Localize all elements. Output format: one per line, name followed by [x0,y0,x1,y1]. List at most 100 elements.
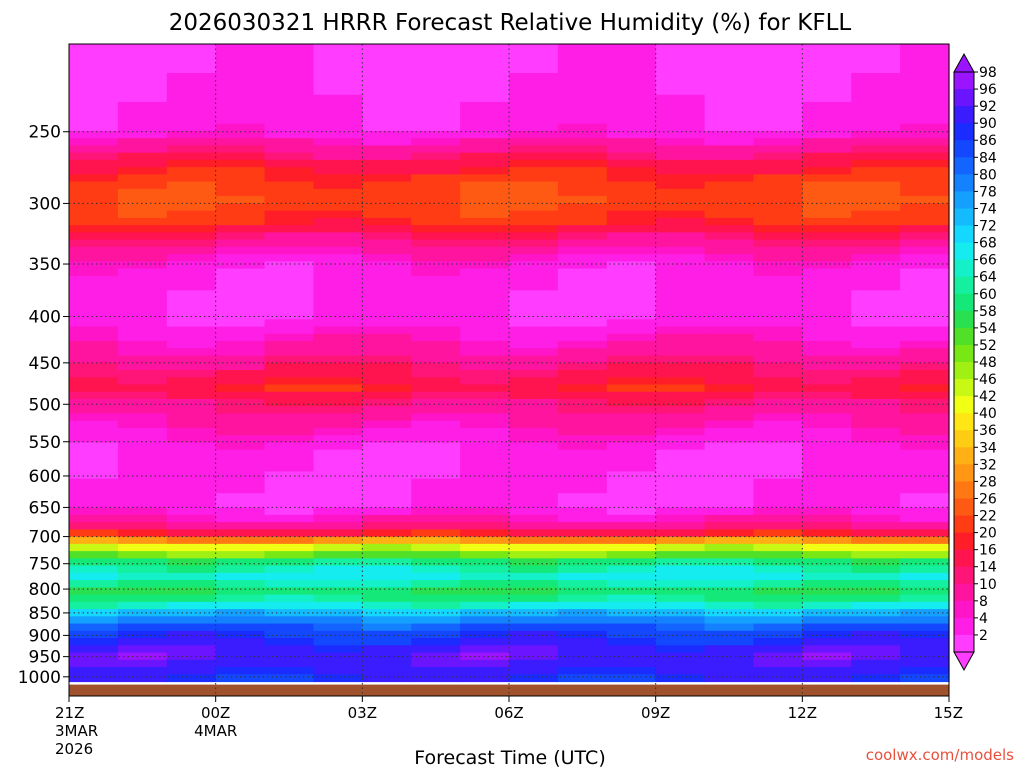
heatmap-cell [753,384,803,393]
heatmap-cell [802,674,852,683]
heatmap-cell [264,348,315,357]
heatmap-cell [704,427,755,436]
heatmap-cell [900,348,950,357]
heatmap-cell [264,456,315,465]
heatmap-cell [313,72,363,81]
heatmap-cell [460,188,510,197]
y-axis: 2503003504004505005506006507007508008509… [18,123,69,688]
heatmap-cell [802,217,852,226]
heatmap-cell [264,319,315,328]
heatmap-cell [557,667,608,675]
heatmap-cell [802,94,852,103]
heatmap-cell [557,116,608,125]
heatmap-cell [264,145,315,154]
heatmap-cell [362,659,412,668]
y-tick-label: 1000 [18,668,61,688]
heatmap-cell [411,514,461,523]
colorbar-label: 84 [979,150,997,166]
heatmap-cell [215,565,266,574]
heatmap-cell [313,312,363,320]
heatmap-cell [411,420,461,429]
heatmap-cell [509,58,559,67]
heatmap-cell [264,167,315,175]
heatmap-cell [166,551,217,559]
colorbar-top-arrow [953,52,975,73]
heatmap-cell [704,420,755,429]
heatmap-cell [509,72,559,81]
heatmap-cell [166,391,217,400]
heatmap-cell [117,362,168,371]
heatmap-cell [557,638,608,646]
heatmap-cell [215,290,266,299]
heatmap-cell [655,435,706,444]
heatmap-cell [509,413,559,422]
heatmap-cell [900,87,950,96]
heatmap-cell [753,362,803,371]
heatmap-cell [362,65,412,74]
heatmap-cell [460,370,510,378]
heatmap-cell [802,377,852,386]
x-tick-label: 03Z [348,704,377,722]
heatmap-cell [655,485,706,494]
heatmap-cell [851,123,901,132]
heatmap-cell [509,326,559,335]
heatmap-cell [509,181,559,190]
heatmap-cell [460,485,510,494]
heatmap-cell [509,297,559,306]
heatmap-cell [362,543,412,552]
heatmap-cell [606,167,657,175]
heatmap-cell [606,145,657,154]
heatmap-cell [69,667,119,675]
heatmap-cell [460,638,510,646]
heatmap-cell [166,601,217,610]
colorbar: 9896929086848078747268666460585452484642… [953,52,997,672]
heatmap-cell [362,420,412,429]
heatmap-cell [264,594,315,603]
heatmap-cell [753,616,803,625]
heatmap-cell [117,109,168,118]
heatmap-cell [509,319,559,328]
heatmap-cell [557,594,608,603]
heatmap-cell [606,297,657,306]
heatmap-cell [215,116,266,125]
colorbar-swatch [954,413,974,431]
heatmap-cell [851,217,901,226]
heatmap-cell [851,667,901,675]
heatmap-cell [264,80,315,89]
heatmap-cell [117,225,168,233]
heatmap-cell [704,130,755,139]
heatmap-cell [606,348,657,357]
heatmap-cell [411,413,461,422]
heatmap-cell [900,551,950,559]
heatmap-cell [411,239,461,248]
heatmap-cell [900,435,950,444]
heatmap-cell [509,456,559,465]
heatmap-cell [313,254,363,262]
heatmap-cell [606,44,657,52]
heatmap-cell [313,275,363,284]
heatmap-cell [313,304,363,313]
heatmap-cell [704,145,755,154]
y-tick-label: 850 [29,604,61,624]
heatmap-cell [166,500,217,509]
heatmap-cell [313,51,363,60]
heatmap-cell [655,203,706,212]
heatmap-cell [166,674,217,683]
heatmap-cell [509,536,559,545]
heatmap-cell [117,456,168,465]
colorbar-label: 42 [979,389,997,405]
heatmap-cell [460,239,510,248]
heatmap-cell [460,333,510,342]
y-tick-label: 300 [29,194,61,214]
heatmap-cell [557,174,608,183]
heatmap-cell [802,601,852,610]
heatmap-cell [362,377,412,386]
heatmap-cell [900,587,950,596]
heatmap-cell [704,456,755,465]
heatmap-cell [215,601,266,610]
heatmap-cell [264,101,315,110]
heatmap-cell [704,87,755,96]
heatmap-cell [655,152,706,161]
heatmap-cell [509,565,559,574]
heatmap-cell [655,326,706,335]
